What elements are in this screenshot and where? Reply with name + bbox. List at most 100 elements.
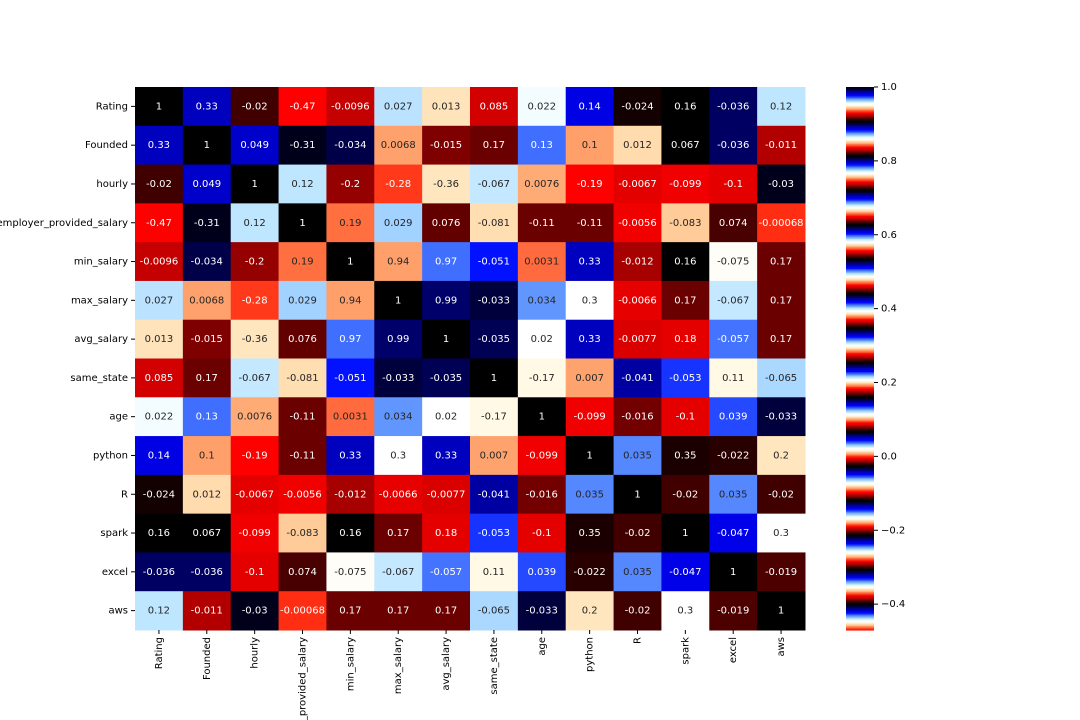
cell-label: 0.94	[387, 257, 409, 268]
cell-label: -0.47	[146, 218, 172, 229]
colorbar-strip	[846, 263, 874, 266]
colorbar-strip	[846, 104, 874, 107]
colorbar-strip	[846, 529, 874, 532]
cell	[326, 591, 375, 631]
cell	[422, 436, 471, 476]
colorbar-strip	[846, 591, 874, 594]
cell	[565, 125, 615, 166]
colorbar-strip	[846, 423, 874, 426]
colorbar-strip	[846, 176, 874, 179]
cell	[517, 280, 567, 321]
colorbar-strip	[846, 471, 874, 474]
cell-label: -0.0077	[618, 334, 657, 345]
cell	[278, 552, 327, 592]
cell	[374, 591, 423, 631]
colorbar-strip	[846, 587, 874, 590]
colorbar-strip	[846, 361, 874, 364]
cell	[757, 591, 806, 631]
cell	[709, 319, 758, 359]
cell-label: 0.17	[339, 606, 361, 617]
colorbar-strip	[846, 404, 874, 407]
cell-label: 0.17	[435, 606, 457, 617]
cell-label: -0.28	[385, 179, 411, 190]
colorbar-strip	[846, 419, 874, 422]
colorbar-strip	[846, 483, 874, 486]
cell	[135, 125, 184, 166]
cell-label: -0.02	[768, 489, 794, 500]
cell-label: -0.0067	[235, 489, 274, 500]
colorbar-strip	[846, 594, 874, 597]
colorbar-strip	[846, 283, 874, 286]
colorbar-strip	[846, 267, 874, 270]
cell-label: -0.0066	[379, 489, 418, 500]
colorbar-strip	[846, 597, 874, 600]
cell	[757, 242, 806, 282]
colorbar-strip	[846, 298, 874, 301]
colorbar-strip	[846, 226, 874, 229]
cell	[709, 591, 758, 631]
y-tick-label: same_state	[70, 373, 128, 384]
cell	[374, 319, 423, 359]
colorbar-tick-label: 0.8	[881, 156, 897, 167]
colorbar-strip	[846, 369, 874, 372]
colorbar-strip	[846, 494, 874, 497]
cell	[326, 474, 375, 515]
colorbar-strip	[846, 248, 874, 251]
cell	[613, 513, 662, 553]
colorbar-strip	[846, 621, 874, 624]
cell-label: -0.065	[478, 606, 510, 617]
cell	[278, 280, 327, 321]
cell-label: -0.033	[526, 606, 558, 617]
cell-label: 0.0068	[189, 295, 224, 306]
x-tick-label: aws	[776, 637, 787, 657]
colorbar-strip	[846, 293, 874, 296]
colorbar-strip	[846, 241, 874, 244]
cell	[182, 87, 232, 127]
colorbar-strip	[846, 484, 874, 487]
colorbar-strip	[846, 323, 874, 326]
cell	[757, 87, 806, 127]
colorbar-strip	[846, 606, 874, 609]
cell-label: -0.17	[529, 373, 555, 384]
cell-label: -0.081	[286, 373, 318, 384]
cell-label: 1	[395, 295, 401, 306]
colorbar-strip	[846, 169, 874, 172]
cell-label: -0.024	[143, 489, 175, 500]
cell	[470, 436, 519, 476]
cell-label: 0.013	[145, 334, 174, 345]
cell-label: -0.36	[433, 179, 459, 190]
cell	[757, 552, 806, 592]
colorbar-strip	[846, 319, 874, 322]
cell-label: 1	[204, 140, 210, 151]
cell-label: 0.35	[674, 450, 696, 461]
colorbar-strip	[846, 570, 874, 573]
cell-label: -0.28	[242, 295, 268, 306]
colorbar-strip	[846, 582, 874, 585]
cell-label: 0.039	[527, 567, 556, 578]
colorbar-strip	[846, 157, 874, 160]
cell-label: 0.3	[582, 295, 598, 306]
colorbar-strip	[846, 172, 874, 175]
colorbar-strip	[846, 285, 874, 288]
colorbar-strip	[846, 287, 874, 290]
colorbar-strip	[846, 252, 874, 255]
colorbar-tick-label: −0.2	[881, 525, 905, 536]
colorbar-strip	[846, 549, 874, 552]
x-tick-label: hourly	[250, 637, 261, 669]
colorbar-strip	[846, 365, 874, 368]
colorbar-strip	[846, 558, 874, 561]
cell-label: -0.041	[621, 373, 653, 384]
cell	[613, 203, 662, 243]
colorbar-strip	[846, 237, 874, 240]
colorbar-strip	[846, 138, 874, 141]
colorbar-strip	[846, 532, 874, 535]
cell	[374, 242, 423, 282]
colorbar-strip	[846, 122, 874, 125]
colorbar-strip	[846, 572, 874, 575]
colorbar-strip	[846, 385, 874, 388]
colorbar-strip	[846, 373, 874, 376]
cell	[374, 87, 423, 127]
colorbar-strip	[846, 264, 874, 267]
colorbar-strip	[846, 217, 874, 220]
cell	[709, 397, 758, 437]
